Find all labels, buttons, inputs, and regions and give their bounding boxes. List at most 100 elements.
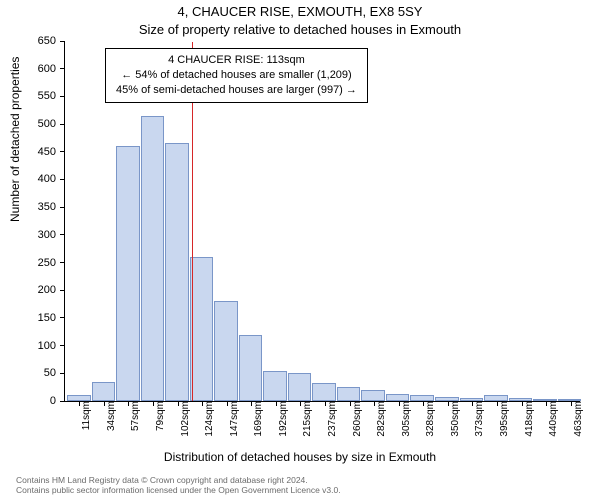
x-tick-label: 192sqm bbox=[278, 401, 289, 437]
y-tick-mark bbox=[60, 290, 65, 291]
y-tick-mark bbox=[60, 179, 65, 180]
y-tick: 600 bbox=[38, 63, 65, 75]
y-tick-mark bbox=[60, 151, 65, 152]
x-axis-label: Distribution of detached houses by size … bbox=[0, 450, 600, 464]
y-tick: 550 bbox=[38, 90, 65, 102]
y-tick-label: 350 bbox=[38, 201, 56, 213]
y-tick: 100 bbox=[38, 340, 65, 352]
annotation-line2: ← 54% of detached houses are smaller (1,… bbox=[116, 68, 357, 83]
bar bbox=[92, 382, 116, 401]
y-tick-label: 400 bbox=[38, 173, 56, 185]
x-tick-label: 463sqm bbox=[573, 401, 584, 437]
x-tick-label: 328sqm bbox=[425, 401, 436, 437]
y-tick: 450 bbox=[38, 146, 65, 158]
x-tick-label: 57sqm bbox=[130, 401, 141, 431]
x-tick-mark bbox=[227, 401, 228, 406]
x-tick-mark bbox=[571, 401, 572, 406]
y-tick-label: 200 bbox=[38, 284, 56, 296]
x-tick-label: 395sqm bbox=[499, 401, 510, 437]
y-tick-mark bbox=[60, 124, 65, 125]
y-tick-mark bbox=[60, 96, 65, 97]
bar bbox=[386, 394, 410, 401]
chart-subtitle: Size of property relative to detached ho… bbox=[0, 22, 600, 37]
y-tick-mark bbox=[60, 317, 65, 318]
x-tick-mark bbox=[497, 401, 498, 406]
x-tick-mark bbox=[522, 401, 523, 406]
x-tick-mark bbox=[546, 401, 547, 406]
y-tick: 500 bbox=[38, 118, 65, 130]
x-tick-label: 237sqm bbox=[327, 401, 338, 437]
bar bbox=[165, 143, 189, 401]
x-tick-label: 169sqm bbox=[253, 401, 264, 437]
bar bbox=[312, 383, 336, 401]
footer-line1: Contains HM Land Registry data © Crown c… bbox=[16, 475, 341, 486]
y-tick: 650 bbox=[38, 35, 65, 47]
x-tick-label: 260sqm bbox=[352, 401, 363, 437]
y-tick-mark bbox=[60, 234, 65, 235]
bar bbox=[141, 116, 165, 401]
y-tick-label: 50 bbox=[44, 367, 56, 379]
y-tick-mark bbox=[60, 207, 65, 208]
x-tick-mark bbox=[104, 401, 105, 406]
x-tick-label: 102sqm bbox=[180, 401, 191, 437]
y-tick-label: 600 bbox=[38, 63, 56, 75]
x-tick-mark bbox=[202, 401, 203, 406]
annotation-line1: 4 CHAUCER RISE: 113sqm bbox=[116, 53, 357, 68]
annotation-box: 4 CHAUCER RISE: 113sqm ← 54% of detached… bbox=[105, 48, 368, 103]
y-tick-mark bbox=[60, 41, 65, 42]
x-tick-label: 147sqm bbox=[229, 401, 240, 437]
x-tick-label: 350sqm bbox=[450, 401, 461, 437]
x-tick-mark bbox=[350, 401, 351, 406]
bar bbox=[116, 146, 140, 401]
bar bbox=[214, 301, 238, 401]
bar bbox=[288, 373, 312, 401]
y-tick-label: 0 bbox=[50, 395, 56, 407]
x-tick-label: 440sqm bbox=[548, 401, 559, 437]
y-tick-label: 550 bbox=[38, 90, 56, 102]
y-tick: 300 bbox=[38, 229, 65, 241]
x-tick-mark bbox=[153, 401, 154, 406]
y-tick-label: 300 bbox=[38, 229, 56, 241]
x-tick-label: 373sqm bbox=[474, 401, 485, 437]
y-tick: 50 bbox=[44, 367, 65, 379]
bar bbox=[239, 335, 263, 401]
y-tick-mark bbox=[60, 68, 65, 69]
x-tick-label: 418sqm bbox=[524, 401, 535, 437]
bar bbox=[361, 390, 385, 401]
x-tick-label: 11sqm bbox=[81, 401, 92, 430]
x-tick-mark bbox=[276, 401, 277, 406]
footer-attribution: Contains HM Land Registry data © Crown c… bbox=[16, 475, 341, 496]
x-tick-mark bbox=[325, 401, 326, 406]
y-axis-label: Number of detached properties bbox=[8, 57, 22, 222]
y-tick-label: 450 bbox=[38, 146, 56, 158]
annotation-line3: 45% of semi-detached houses are larger (… bbox=[116, 83, 357, 98]
y-tick: 250 bbox=[38, 257, 65, 269]
x-tick-label: 305sqm bbox=[401, 401, 412, 437]
plot-area: 4 CHAUCER RISE: 113sqm ← 54% of detached… bbox=[64, 42, 580, 402]
chart-container: { "title_line1": "4, CHAUCER RISE, EXMOU… bbox=[0, 0, 600, 500]
y-tick: 400 bbox=[38, 173, 65, 185]
x-tick-mark bbox=[399, 401, 400, 406]
y-tick-label: 250 bbox=[38, 257, 56, 269]
x-tick-label: 215sqm bbox=[302, 401, 313, 437]
y-tick: 0 bbox=[50, 395, 65, 407]
y-tick-mark bbox=[60, 373, 65, 374]
x-tick-label: 282sqm bbox=[376, 401, 387, 437]
y-tick: 150 bbox=[38, 312, 65, 324]
y-tick-label: 150 bbox=[38, 312, 56, 324]
y-tick-mark bbox=[60, 401, 65, 402]
x-tick-label: 34sqm bbox=[106, 401, 117, 431]
x-tick-mark bbox=[178, 401, 179, 406]
y-tick-label: 650 bbox=[38, 35, 56, 47]
bar bbox=[263, 371, 287, 401]
bar bbox=[337, 387, 361, 401]
y-tick-mark bbox=[60, 345, 65, 346]
x-tick-mark bbox=[448, 401, 449, 406]
x-tick-label: 79sqm bbox=[155, 401, 166, 431]
y-tick: 200 bbox=[38, 284, 65, 296]
footer-line2: Contains public sector information licen… bbox=[16, 485, 341, 496]
y-tick: 350 bbox=[38, 201, 65, 213]
y-tick-label: 100 bbox=[38, 340, 56, 352]
chart-title-address: 4, CHAUCER RISE, EXMOUTH, EX8 5SY bbox=[0, 4, 600, 19]
y-tick-mark bbox=[60, 262, 65, 263]
